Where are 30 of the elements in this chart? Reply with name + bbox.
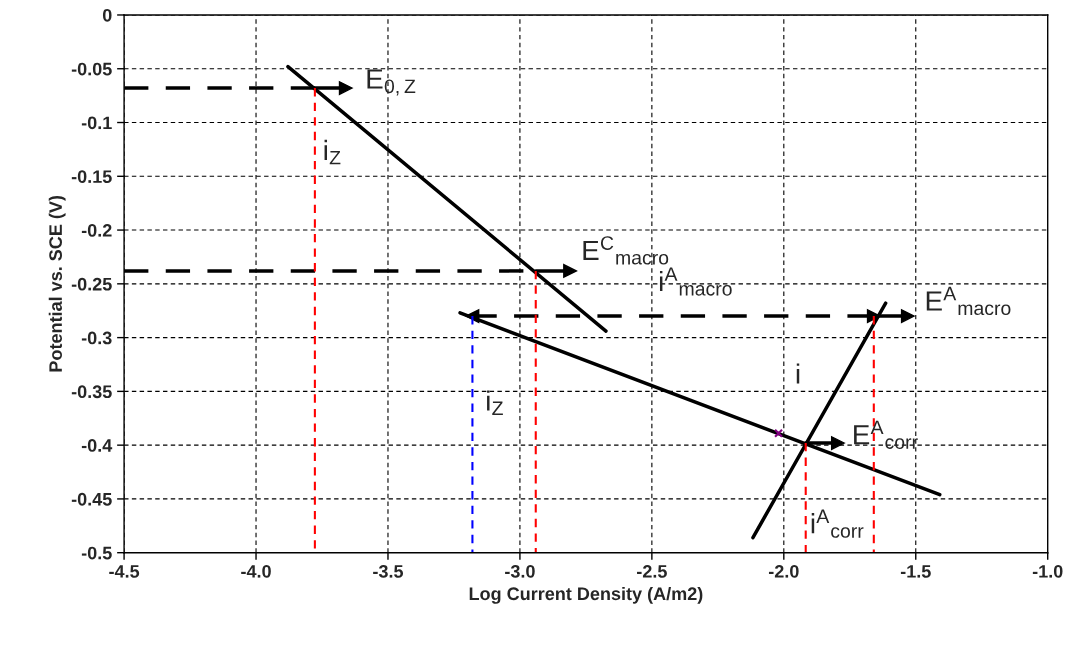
annotation: E$^{A}$$_{macro}$ xyxy=(926,286,1011,316)
y-tick-label: -0.3 xyxy=(81,331,112,345)
x-tick-label: -2.0 xyxy=(768,564,799,578)
y-tick-label: 0 xyxy=(102,8,112,22)
annotation: E$^{C}$$_{macro}$ xyxy=(583,236,669,265)
annotation: E$^{A}$$_{corr}$ xyxy=(854,420,918,449)
y-tick-label: -0.4 xyxy=(81,439,113,452)
x-axis-title: Log Current Density (A/m2) xyxy=(469,586,703,604)
annotation: i$_{Z}$ xyxy=(324,139,341,165)
annotation: E$_{0,Z}$ xyxy=(367,69,416,96)
annotation: i$_{Z}$ xyxy=(487,390,503,415)
x-tick-label: -3.5 xyxy=(373,564,404,578)
annotation: i$^{A}$$_{corr}$ xyxy=(811,509,864,538)
x-tick-label: -3.0 xyxy=(505,564,535,578)
y-tick-label: -0.1 xyxy=(81,116,112,130)
y-tick-label: -0.35 xyxy=(71,385,112,399)
x-tick-label: -1.5 xyxy=(900,565,931,578)
y-tick-label: -0.25 xyxy=(71,277,112,291)
x-tick-label: -4.5 xyxy=(109,565,140,578)
x-tick-label: -1.0 xyxy=(1032,564,1063,578)
y-tick-label: -0.5 xyxy=(81,546,112,560)
annotation: i$^{A}$$_{macro}$ xyxy=(659,267,732,296)
y-tick-label: -0.15 xyxy=(71,170,112,184)
y-tick-label: -0.45 xyxy=(71,492,112,506)
y-tick-label: -0.05 xyxy=(71,62,112,76)
x-tick-label: -2.5 xyxy=(637,564,667,578)
y-axis-title: Potential vs. SCE (V) xyxy=(48,195,66,372)
annotation: i xyxy=(796,363,800,384)
x-tick-label: -4.0 xyxy=(241,564,271,578)
y-tick-label: -0.2 xyxy=(81,224,112,237)
